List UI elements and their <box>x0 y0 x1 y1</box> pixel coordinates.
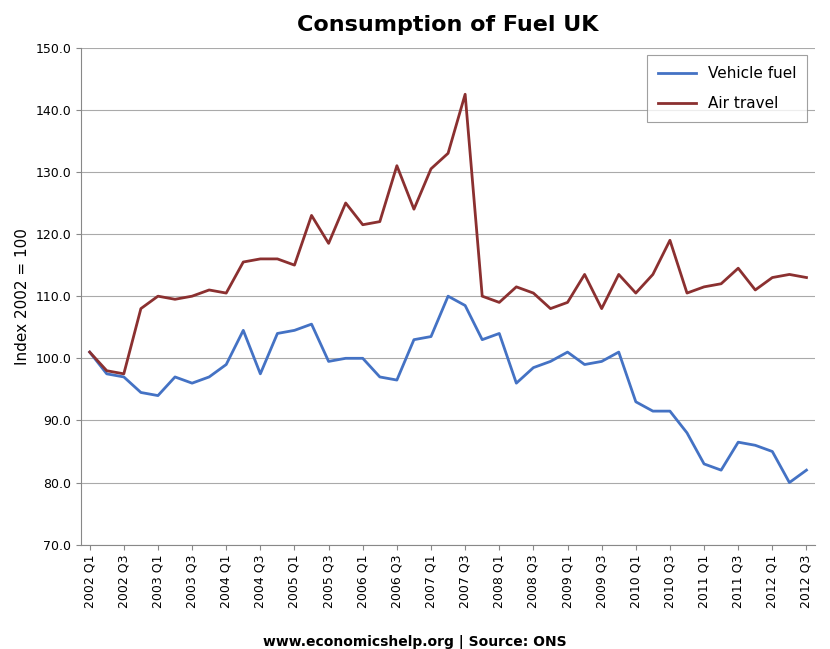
Vehicle fuel <box>222 361 232 369</box>
Title: Consumption of Fuel UK: Consumption of Fuel UK <box>297 15 598 35</box>
Air travel <box>306 212 316 219</box>
Air travel <box>613 271 623 278</box>
Air travel <box>136 305 146 313</box>
Vehicle fuel <box>443 292 453 300</box>
Vehicle fuel <box>477 336 487 343</box>
Legend: Vehicle fuel, Air travel: Vehicle fuel, Air travel <box>647 55 808 122</box>
Air travel <box>631 289 641 297</box>
Air travel <box>511 283 521 291</box>
Vehicle fuel <box>648 407 658 415</box>
Vehicle fuel <box>272 330 282 337</box>
Air travel <box>784 271 794 278</box>
Vehicle fuel <box>170 373 180 381</box>
Air travel <box>648 271 658 278</box>
Air travel <box>340 199 350 207</box>
Vehicle fuel <box>306 320 316 328</box>
Vehicle fuel <box>750 441 760 449</box>
Air travel <box>426 165 436 173</box>
Vehicle fuel <box>187 379 197 387</box>
Air travel <box>324 239 334 247</box>
Vehicle fuel <box>511 379 521 387</box>
Air travel <box>665 236 675 244</box>
Vehicle fuel <box>340 354 350 362</box>
Vehicle fuel <box>631 398 641 406</box>
Air travel <box>802 274 812 282</box>
Vehicle fuel <box>136 389 146 397</box>
Air travel <box>563 299 573 306</box>
Vehicle fuel <box>375 373 385 381</box>
Vehicle fuel <box>358 354 368 362</box>
Vehicle fuel <box>392 376 402 384</box>
Vehicle fuel <box>802 466 812 474</box>
Air travel <box>477 292 487 300</box>
Vehicle fuel <box>613 349 623 356</box>
Vehicle fuel <box>102 370 112 378</box>
Air travel <box>187 292 197 300</box>
Vehicle fuel <box>238 326 248 334</box>
Vehicle fuel <box>784 479 794 487</box>
Air travel <box>768 274 778 282</box>
Vehicle fuel <box>665 407 675 415</box>
Air travel <box>85 349 95 356</box>
Air travel <box>750 286 760 294</box>
Vehicle fuel <box>716 466 726 474</box>
Vehicle fuel <box>324 358 334 365</box>
Air travel <box>443 149 453 157</box>
Vehicle fuel <box>597 358 607 365</box>
Vehicle fuel <box>153 392 163 400</box>
Vehicle fuel <box>768 448 778 456</box>
Air travel <box>716 280 726 288</box>
Air travel <box>597 305 607 313</box>
Vehicle fuel <box>409 336 419 343</box>
Air travel <box>238 258 248 266</box>
Air travel <box>256 255 266 263</box>
Vehicle fuel <box>699 460 709 468</box>
Air travel <box>529 289 539 297</box>
Line: Air travel: Air travel <box>90 94 807 374</box>
Air travel <box>272 255 282 263</box>
Vehicle fuel <box>529 363 539 371</box>
Air travel <box>733 264 743 272</box>
Air travel <box>358 221 368 228</box>
Air travel <box>153 292 163 300</box>
Vehicle fuel <box>460 302 470 310</box>
Air travel <box>102 367 112 374</box>
Air travel <box>204 286 214 294</box>
Air travel <box>409 205 419 213</box>
Text: www.economicshelp.org | Source: ONS: www.economicshelp.org | Source: ONS <box>263 635 567 649</box>
Air travel <box>222 289 232 297</box>
Air travel <box>375 217 385 225</box>
Air travel <box>495 299 505 306</box>
Y-axis label: Index 2002 = 100: Index 2002 = 100 <box>15 228 30 365</box>
Air travel <box>545 305 555 313</box>
Vehicle fuel <box>682 429 692 437</box>
Vehicle fuel <box>256 370 266 378</box>
Vehicle fuel <box>545 358 555 365</box>
Vehicle fuel <box>733 438 743 446</box>
Air travel <box>119 370 129 378</box>
Vehicle fuel <box>119 373 129 381</box>
Vehicle fuel <box>204 373 214 381</box>
Air travel <box>682 289 692 297</box>
Vehicle fuel <box>85 349 95 356</box>
Air travel <box>170 295 180 303</box>
Vehicle fuel <box>563 349 573 356</box>
Vehicle fuel <box>579 361 589 369</box>
Vehicle fuel <box>426 333 436 341</box>
Air travel <box>290 261 300 269</box>
Line: Vehicle fuel: Vehicle fuel <box>90 296 807 483</box>
Air travel <box>579 271 589 278</box>
Vehicle fuel <box>495 330 505 337</box>
Vehicle fuel <box>290 326 300 334</box>
Air travel <box>392 162 402 169</box>
Air travel <box>460 90 470 98</box>
Air travel <box>699 283 709 291</box>
